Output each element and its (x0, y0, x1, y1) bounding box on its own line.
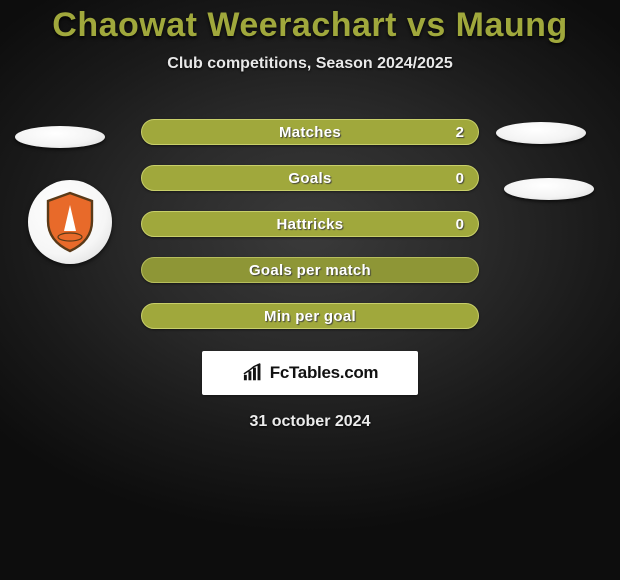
stat-pill: Matches 2 (141, 119, 479, 145)
brand-badge: FcTables.com (202, 351, 418, 395)
team-logo (28, 180, 112, 264)
stat-pill: Goals per match (141, 257, 479, 283)
shield-icon (44, 191, 96, 253)
stat-label: Goals per match (249, 262, 371, 279)
stat-label: Matches (279, 124, 341, 141)
bar-chart-icon (242, 363, 264, 383)
stat-label: Goals (288, 170, 331, 187)
page-subtitle: Club competitions, Season 2024/2025 (0, 55, 620, 73)
stat-label: Hattricks (277, 216, 344, 233)
side-ellipse (15, 126, 105, 148)
side-ellipse (496, 122, 586, 144)
stat-value-right: 0 (456, 216, 464, 233)
stat-pill: Min per goal (141, 303, 479, 329)
stat-value-right: 0 (456, 170, 464, 187)
side-ellipse (504, 178, 594, 200)
footer-date: 31 october 2024 (0, 413, 620, 431)
stat-label: Min per goal (264, 308, 356, 325)
brand-text: FcTables.com (270, 363, 379, 383)
stat-pill: Hattricks 0 (141, 211, 479, 237)
page-title: Chaowat Weerachart vs Maung (0, 6, 620, 45)
stat-value-right: 2 (456, 124, 464, 141)
stat-row: Min per goal (0, 293, 620, 339)
stat-pill: Goals 0 (141, 165, 479, 191)
